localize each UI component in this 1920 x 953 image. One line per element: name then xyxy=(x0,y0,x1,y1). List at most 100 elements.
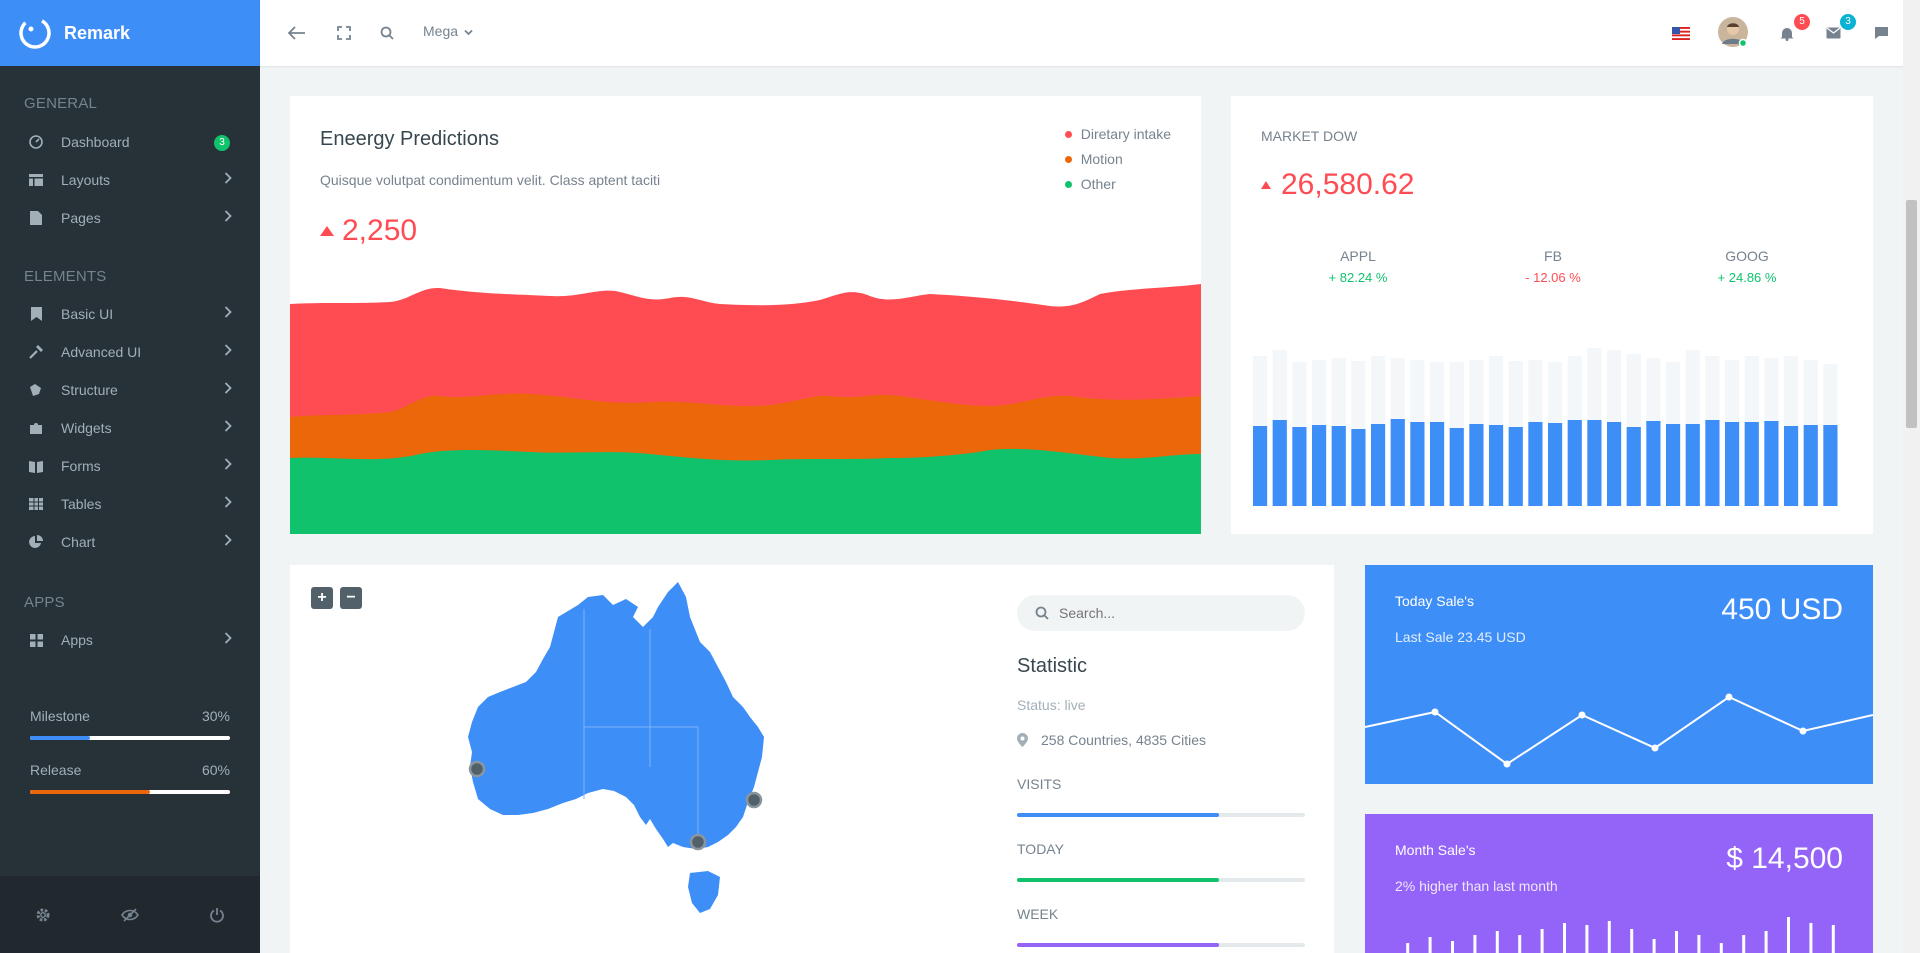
release-progress: Release 60% xyxy=(30,762,230,794)
month-sale-bar xyxy=(1563,923,1566,953)
chat-icon[interactable] xyxy=(1870,22,1892,44)
map-marker[interactable] xyxy=(468,760,486,778)
legend-item: Diretary intake xyxy=(1064,126,1171,142)
sidebar-item-label: Advanced UI xyxy=(61,344,142,360)
sidebar-item-advanced-ui[interactable]: Advanced UI xyxy=(0,334,260,370)
map-zoom-in-button[interactable]: + xyxy=(311,587,333,609)
progress-fill xyxy=(30,790,150,794)
search-icon[interactable] xyxy=(376,22,398,44)
map-marker[interactable] xyxy=(745,791,763,809)
today-sale-point xyxy=(1578,711,1586,719)
market-bar xyxy=(1449,428,1464,506)
month-sale-bar xyxy=(1831,925,1835,953)
month-sale-bar xyxy=(1764,931,1768,953)
stock-name: GOOG xyxy=(1725,248,1769,264)
market-bar xyxy=(1646,421,1661,506)
chevron-down-icon xyxy=(464,29,473,36)
sidebar-item-apps[interactable]: Apps xyxy=(0,622,260,658)
month-sale-bar xyxy=(1473,935,1477,953)
scrollbar-thumb[interactable] xyxy=(1906,200,1917,428)
mega-menu-toggle[interactable]: Mega xyxy=(423,23,473,39)
market-title: MARKET DOW xyxy=(1261,128,1358,144)
sidebar-item-pages[interactable]: Pages xyxy=(0,200,260,236)
market-bar xyxy=(1626,427,1641,506)
map-pin-icon xyxy=(1017,733,1028,747)
user-avatar[interactable] xyxy=(1718,17,1748,47)
page-scrollbar[interactable] xyxy=(1903,0,1920,953)
fullscreen-icon[interactable] xyxy=(333,22,355,44)
notifications-bell-icon[interactable]: 5 xyxy=(1776,14,1810,44)
bookmark-icon xyxy=(28,306,44,322)
chevron-right-icon xyxy=(224,534,232,546)
sidebar-item-dashboard[interactable]: Dashboard 3 xyxy=(0,124,260,160)
market-bar xyxy=(1528,422,1543,506)
sidebar-item-widgets[interactable]: Widgets xyxy=(0,410,260,446)
australia-mainland[interactable] xyxy=(468,582,764,849)
sidebar-footer xyxy=(0,876,260,953)
legend-label: Other xyxy=(1080,176,1116,192)
settings-gear-icon[interactable] xyxy=(0,907,87,923)
progress-label: Milestone xyxy=(30,708,90,724)
month-sale-bar xyxy=(1607,921,1611,953)
progress-value: 30% xyxy=(201,708,230,724)
today-sale-subtitle: Last Sale 23.45 USD xyxy=(1395,629,1526,645)
table-icon xyxy=(28,496,44,512)
sidebar-item-forms[interactable]: Forms xyxy=(0,448,260,484)
map-marker[interactable] xyxy=(689,833,707,851)
australia-map[interactable] xyxy=(428,577,808,937)
us-flag-icon[interactable] xyxy=(1671,22,1691,44)
topbar: Mega 5 3 xyxy=(260,0,1920,66)
market-bar xyxy=(1685,424,1700,506)
market-bar xyxy=(1292,427,1307,506)
legend-label: Motion xyxy=(1080,151,1123,167)
month-sale-bar-chart xyxy=(1406,917,1835,953)
market-bar xyxy=(1587,420,1602,506)
stat-bar-fill xyxy=(1017,813,1219,817)
today-bar: TODAY xyxy=(1017,841,1305,882)
sidebar-item-tables[interactable]: Tables xyxy=(0,486,260,522)
energy-area-chart xyxy=(290,284,1201,534)
statistic-status: Status: live xyxy=(1017,697,1086,713)
messages-icon[interactable]: 3 xyxy=(1822,14,1856,44)
eye-slash-icon[interactable] xyxy=(87,907,174,922)
market-dow-card: MARKET DOW 26,580.62 APPL + 82.24 % FB -… xyxy=(1231,96,1873,534)
notifications-badge: 5 xyxy=(1794,14,1810,30)
chevron-right-icon xyxy=(224,172,232,184)
progress-track xyxy=(30,790,230,794)
month-sale-bar xyxy=(1518,935,1522,953)
search-input[interactable] xyxy=(1059,605,1289,621)
month-sale-bar xyxy=(1495,931,1499,953)
tasmania[interactable] xyxy=(688,871,720,913)
sidebar-item-layouts[interactable]: Layouts xyxy=(0,162,260,198)
map-zoom-out-button[interactable]: − xyxy=(340,587,362,609)
month-sale-bar xyxy=(1585,925,1589,953)
chevron-right-icon xyxy=(224,420,232,432)
sidebar-item-chart[interactable]: Chart xyxy=(0,524,260,560)
brand[interactable]: Remark xyxy=(0,0,260,66)
statistic-search[interactable] xyxy=(1017,595,1305,631)
market-bar xyxy=(1371,424,1386,506)
stock-appl: APPL + 82.24 % xyxy=(1298,248,1418,285)
chevron-right-icon xyxy=(224,210,232,222)
market-bar xyxy=(1508,427,1523,506)
sidebar-item-structure[interactable]: Structure xyxy=(0,372,260,408)
month-sale-bar xyxy=(1675,931,1678,953)
today-sale-point xyxy=(1651,744,1659,752)
stat-bar-label: WEEK xyxy=(1017,906,1059,922)
market-bar xyxy=(1607,422,1622,506)
market-bar xyxy=(1744,422,1759,506)
month-sale-bar xyxy=(1742,935,1746,953)
month-sale-bar xyxy=(1630,929,1634,953)
apps-grid-icon xyxy=(28,632,44,648)
market-value-text: 26,580.62 xyxy=(1281,168,1415,201)
stat-bar-fill xyxy=(1017,943,1219,947)
back-arrow-icon[interactable] xyxy=(286,22,308,44)
sidebar-item-label: Apps xyxy=(61,632,93,648)
month-sale-subtitle: 2% higher than last month xyxy=(1395,878,1558,894)
power-icon[interactable] xyxy=(173,907,260,923)
sidebar-item-label: Basic UI xyxy=(61,306,114,322)
month-sale-value: $ 14,500 xyxy=(1726,842,1843,875)
sidebar-item-basic-ui[interactable]: Basic UI xyxy=(0,296,260,332)
visits-bar: VISITS xyxy=(1017,776,1305,817)
market-bar xyxy=(1351,429,1366,506)
